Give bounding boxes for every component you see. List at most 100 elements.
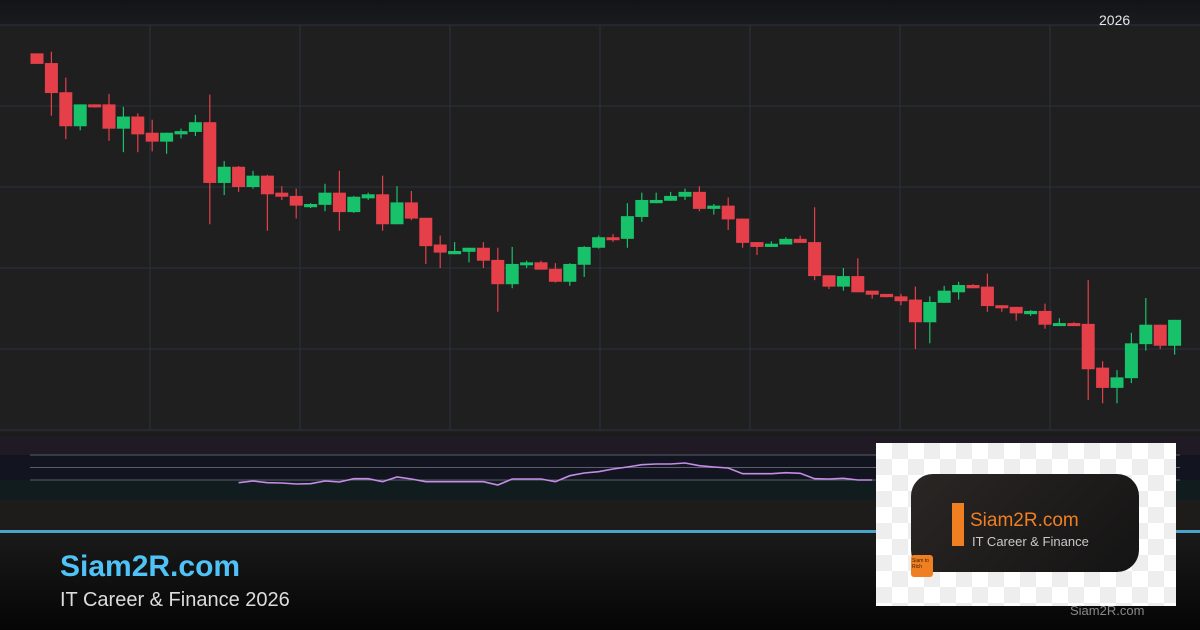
candle bbox=[822, 275, 836, 290]
candle bbox=[1153, 324, 1167, 349]
candle bbox=[1067, 322, 1081, 327]
logo-subtitle: IT Career & Finance bbox=[972, 534, 1089, 549]
candle bbox=[620, 203, 634, 248]
candle bbox=[116, 106, 130, 153]
candle-body bbox=[908, 299, 922, 323]
candle-body bbox=[275, 192, 289, 197]
candle-body bbox=[131, 116, 145, 135]
candle bbox=[721, 197, 735, 230]
candle-body bbox=[462, 247, 476, 252]
candle-body bbox=[779, 238, 793, 245]
candle-body bbox=[1139, 324, 1153, 345]
candle bbox=[1052, 318, 1066, 327]
brand-tagline: IT Career & Finance 2026 bbox=[60, 589, 290, 611]
candle bbox=[131, 113, 145, 153]
candle bbox=[174, 128, 188, 139]
candlestick-chart[interactable] bbox=[0, 0, 1200, 500]
candle-body bbox=[318, 192, 332, 205]
candle bbox=[635, 192, 649, 222]
candle bbox=[289, 188, 303, 219]
candle bbox=[793, 235, 807, 243]
candle-body bbox=[894, 296, 908, 302]
candle bbox=[188, 114, 202, 136]
candle-body bbox=[145, 132, 159, 142]
candle-body bbox=[304, 204, 318, 208]
candle-body bbox=[707, 205, 721, 209]
candle-body bbox=[980, 286, 994, 307]
candle bbox=[966, 284, 980, 289]
candle bbox=[1110, 370, 1124, 404]
candle-body bbox=[404, 202, 418, 219]
candle bbox=[808, 207, 822, 281]
candle bbox=[937, 285, 951, 303]
candle bbox=[750, 242, 764, 256]
candle-body bbox=[548, 268, 562, 282]
candle bbox=[592, 235, 606, 249]
candle bbox=[73, 104, 87, 131]
logo-badge: Siam to Rich bbox=[911, 555, 933, 577]
brand-name: Siam2R.com bbox=[60, 550, 241, 583]
candle bbox=[952, 281, 966, 300]
candle bbox=[1096, 361, 1110, 404]
candle bbox=[548, 263, 562, 283]
candle bbox=[260, 174, 274, 231]
candle bbox=[1081, 280, 1095, 401]
candle bbox=[203, 94, 217, 225]
candle bbox=[577, 246, 591, 277]
candle-body bbox=[102, 104, 116, 129]
candle-body bbox=[923, 302, 937, 323]
logo-name: Siam2R.com bbox=[970, 510, 1079, 531]
candle-body bbox=[73, 104, 87, 127]
candle-body bbox=[1153, 324, 1167, 346]
candle bbox=[404, 191, 418, 221]
candle bbox=[779, 237, 793, 245]
candle-body bbox=[721, 205, 735, 220]
candle bbox=[160, 132, 174, 154]
candle-body bbox=[649, 199, 663, 204]
time-axis-year-label: 2026 bbox=[1099, 12, 1131, 28]
candle-body bbox=[563, 263, 577, 282]
candle-body bbox=[880, 293, 894, 298]
candle bbox=[1168, 319, 1182, 355]
candle-body bbox=[491, 259, 505, 285]
candle-body bbox=[433, 244, 447, 253]
watermark: Siam2R.com bbox=[1070, 603, 1145, 618]
candle-body bbox=[419, 217, 433, 247]
candle bbox=[678, 188, 692, 200]
candle bbox=[390, 186, 404, 225]
candle-body bbox=[808, 242, 822, 277]
candle bbox=[275, 186, 289, 200]
candle-body bbox=[793, 238, 807, 243]
candle bbox=[908, 286, 922, 349]
candle-body bbox=[836, 276, 850, 287]
candle-body bbox=[1168, 319, 1182, 346]
candle-body bbox=[664, 195, 678, 201]
candle bbox=[1009, 306, 1023, 321]
candle bbox=[347, 195, 361, 213]
candle-body bbox=[1052, 323, 1066, 327]
candle-body bbox=[203, 122, 217, 183]
candle-body bbox=[678, 191, 692, 197]
candle bbox=[59, 77, 73, 140]
candle bbox=[923, 296, 937, 344]
candle-body bbox=[937, 290, 951, 303]
candle-body bbox=[332, 192, 346, 213]
candle-body bbox=[289, 195, 303, 206]
banner-divider bbox=[0, 530, 1200, 533]
candle bbox=[304, 203, 318, 209]
candle-body bbox=[865, 290, 879, 295]
candle bbox=[318, 183, 332, 212]
candle bbox=[606, 233, 620, 243]
candle-body bbox=[620, 216, 634, 239]
candle-body bbox=[577, 246, 591, 265]
candle bbox=[505, 246, 519, 289]
candle-body bbox=[966, 285, 980, 289]
logo-overlay: Siam2R.com IT Career & Finance Siam to R… bbox=[876, 443, 1176, 606]
candle bbox=[376, 175, 390, 231]
candle bbox=[1038, 303, 1052, 329]
candle-body bbox=[174, 131, 188, 135]
candle-body bbox=[44, 63, 58, 94]
candle bbox=[736, 218, 750, 248]
candle bbox=[649, 192, 663, 204]
candle-body bbox=[736, 218, 750, 243]
